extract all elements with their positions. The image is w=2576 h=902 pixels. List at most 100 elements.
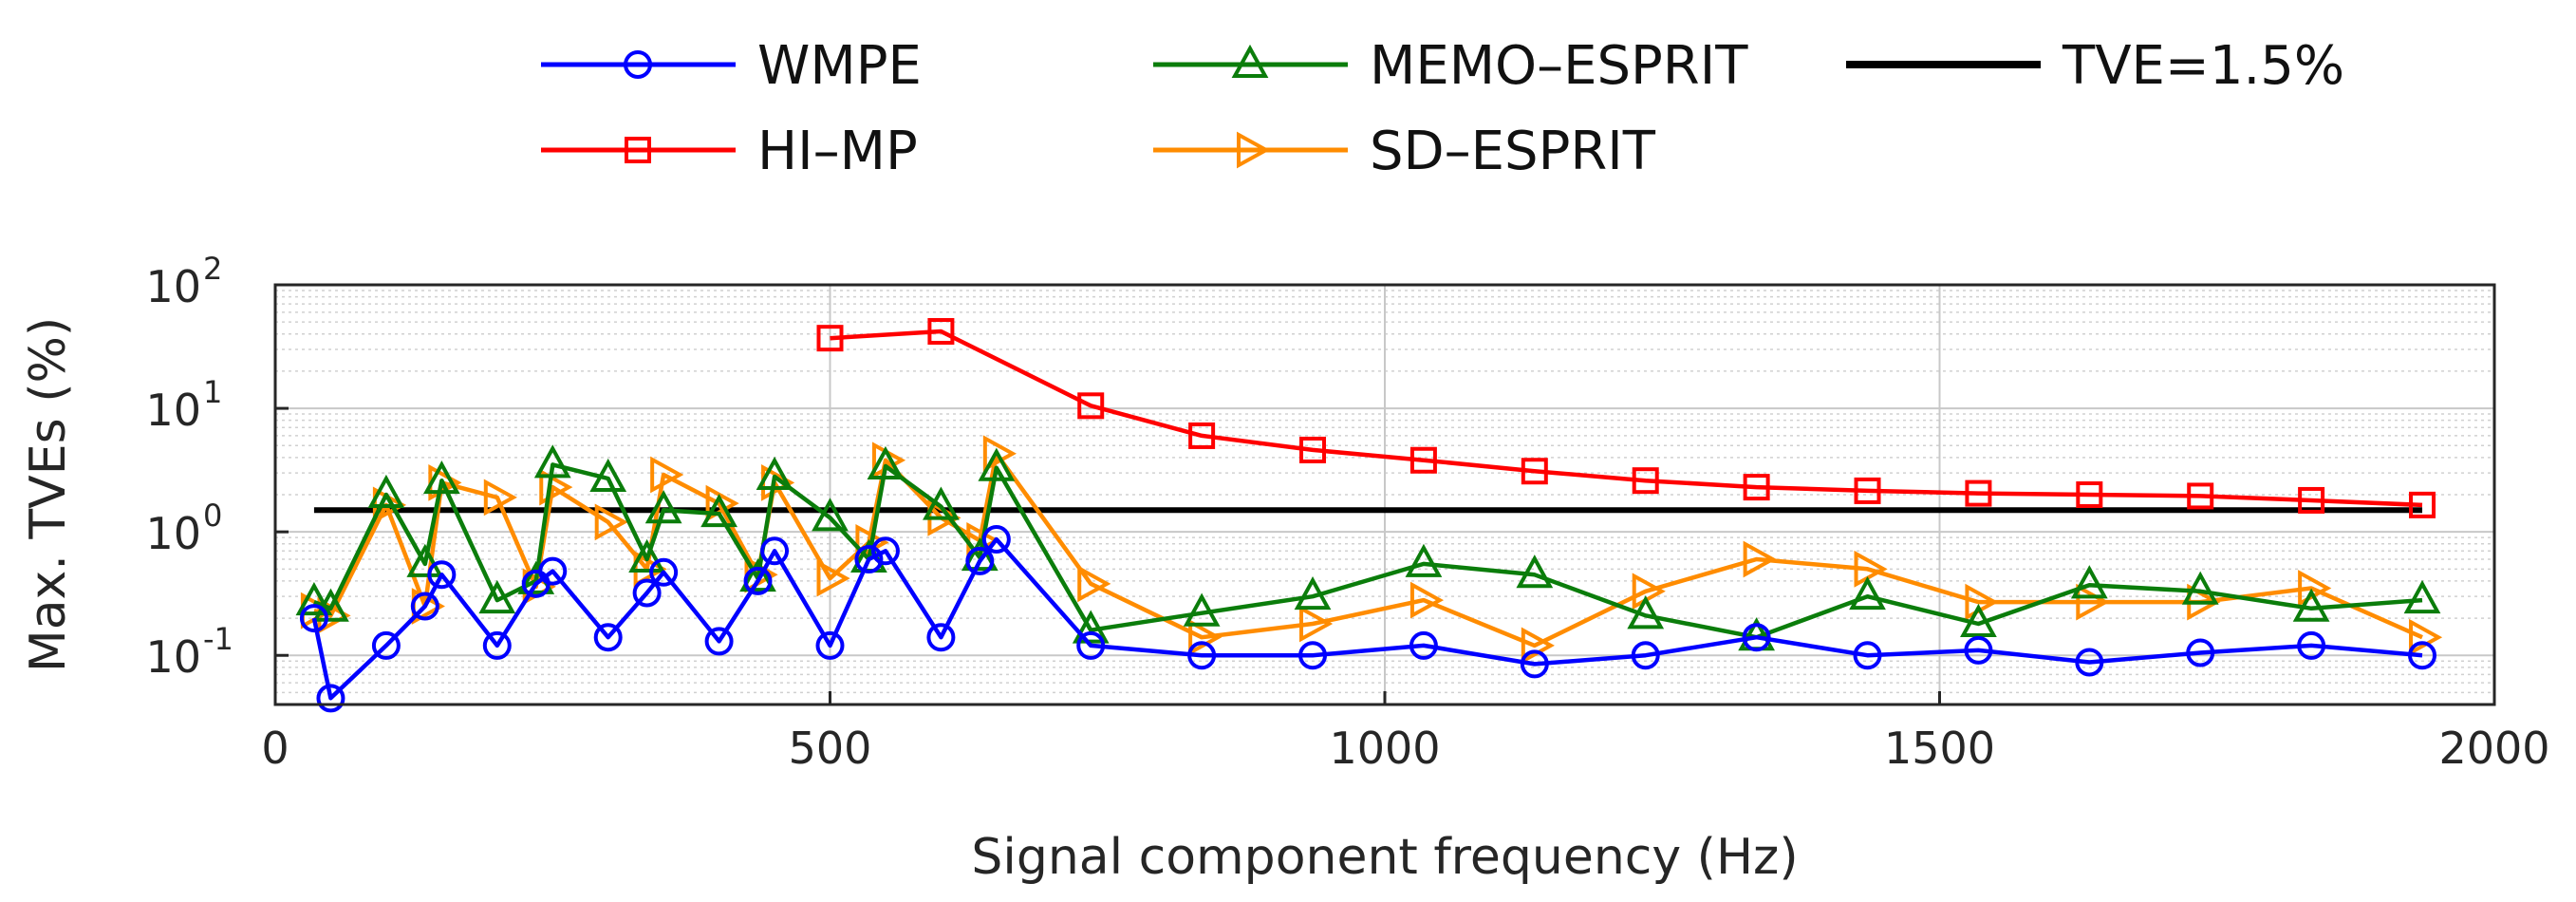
data-point-wmpe — [1409, 630, 1438, 660]
y-tick-label: 10 — [145, 508, 201, 559]
data-point-sd-esprit — [594, 503, 628, 541]
legend-entry-wmpe: WMPE — [541, 35, 922, 97]
data-point-memo-esprit — [295, 581, 333, 616]
data-point-sd-esprit — [982, 435, 1017, 473]
legend-entry-sd-esprit: SD–ESPRIT — [1153, 121, 1656, 182]
data-point-wmpe — [743, 566, 773, 595]
data-point-wmpe — [410, 592, 439, 621]
data-point-memo-esprit — [1960, 603, 1997, 638]
data-point-hi-mp — [2076, 481, 2103, 508]
data-point-memo-esprit — [2181, 571, 2219, 605]
y-tick-exponent: 1 — [203, 374, 222, 410]
data-point-wmpe — [371, 630, 401, 660]
data-point-sd-esprit — [539, 468, 573, 506]
data-point-wmpe — [760, 536, 790, 566]
data-point-sd-esprit — [1632, 573, 1666, 611]
legend-label-tve-1-5-: TVE=1.5% — [2062, 35, 2344, 97]
data-point-memo-esprit — [1183, 592, 1221, 627]
data-point-hi-mp — [1409, 446, 1437, 474]
data-point-memo-esprit — [422, 460, 460, 495]
data-point-sd-esprit — [2076, 583, 2110, 621]
data-point-sd-esprit — [816, 559, 850, 597]
data-point-memo-esprit — [1627, 595, 1665, 630]
data-point-wmpe — [482, 630, 512, 660]
data-point-wmpe — [649, 557, 679, 587]
data-point-memo-esprit — [756, 456, 793, 490]
legend-label-wmpe: WMPE — [757, 35, 922, 97]
legend-entry-memo-esprit: MEMO–ESPRIT — [1153, 35, 1748, 97]
data-point-sd-esprit — [483, 479, 517, 517]
data-point-memo-esprit — [2403, 579, 2441, 614]
data-point-hi-mp — [1299, 436, 1327, 463]
data-point-memo-esprit — [644, 490, 682, 524]
data-point-hi-mp — [1521, 458, 1548, 485]
data-point-memo-esprit — [1294, 576, 1332, 611]
y-tick-exponent: -1 — [203, 621, 233, 657]
data-point-hi-mp — [2409, 491, 2436, 518]
data-point-wmpe — [704, 627, 734, 656]
data-point-hi-mp — [1188, 422, 1216, 449]
data-point-wmpe — [427, 560, 457, 590]
legend-label-sd-esprit: SD–ESPRIT — [1370, 121, 1656, 182]
data-point-memo-esprit — [478, 579, 516, 614]
data-point-memo-esprit — [589, 458, 627, 493]
data-point-memo-esprit — [978, 447, 1016, 481]
data-point-wmpe — [2186, 638, 2215, 667]
data-point-wmpe — [965, 546, 995, 575]
data-point-memo-esprit — [2292, 588, 2330, 622]
y-tick-exponent: 0 — [203, 498, 222, 534]
data-point-hi-mp — [1077, 392, 1105, 420]
data-point-hi-mp — [927, 318, 955, 346]
series-hi-mp — [816, 318, 2436, 518]
data-point-wmpe — [1298, 641, 1328, 670]
data-point-memo-esprit — [923, 486, 960, 520]
y-axis-title: Max. TVEs (%) — [20, 317, 77, 672]
data-point-wmpe — [1076, 630, 1106, 660]
data-point-sd-esprit — [1409, 581, 1445, 619]
data-point-wmpe — [593, 623, 623, 652]
data-point-memo-esprit — [406, 543, 444, 577]
data-point-memo-esprit — [867, 445, 905, 480]
data-point-memo-esprit — [533, 444, 571, 479]
series-line-memo-esprit — [313, 462, 2423, 640]
x-axis-title: Signal component frequency (Hz) — [971, 829, 1798, 886]
data-point-wmpe — [316, 684, 345, 713]
y-tick-label: 10 — [145, 385, 201, 436]
series-memo-esprit — [295, 444, 2441, 651]
data-point-wmpe — [2408, 641, 2437, 670]
data-point-memo-esprit — [961, 537, 999, 572]
x-tick-label: 1500 — [1884, 723, 1995, 774]
data-point-sd-esprit — [1077, 565, 1111, 603]
data-point-wmpe — [1631, 641, 1660, 670]
y-tick-label: 10 — [145, 631, 201, 683]
data-point-wmpe — [1853, 641, 1882, 670]
data-point-wmpe — [2297, 630, 2326, 660]
data-point-wmpe — [815, 630, 845, 660]
data-point-hi-mp — [1632, 467, 1659, 495]
y-tick-exponent: 2 — [203, 251, 222, 287]
data-point-wmpe — [926, 623, 956, 652]
series-line-wmpe — [311, 536, 2423, 701]
series-wmpe — [299, 525, 2437, 713]
legend: WMPE MEMO–ESPRIT TVE=1.5% HI–MP SD–ESPRIT — [541, 35, 2344, 182]
x-tick-label: 500 — [789, 723, 872, 774]
data-point-memo-esprit — [367, 474, 405, 508]
data-point-hi-mp — [1854, 477, 1881, 504]
data-point-sd-esprit — [1854, 550, 1888, 588]
data-point-wmpe — [1964, 635, 1993, 665]
series-layer — [295, 318, 2443, 713]
data-point-memo-esprit — [812, 498, 849, 532]
data-point-memo-esprit — [739, 558, 776, 592]
data-point-hi-mp — [816, 325, 844, 352]
data-point-memo-esprit — [1849, 576, 1886, 611]
data-point-wmpe — [870, 536, 900, 566]
data-point-memo-esprit — [312, 588, 349, 622]
data-point-sd-esprit — [705, 484, 739, 522]
legend-marker-memo-esprit — [1231, 44, 1269, 78]
data-point-wmpe — [854, 545, 884, 574]
data-point-memo-esprit — [2070, 565, 2108, 599]
data-point-hi-mp — [2187, 482, 2214, 510]
data-point-memo-esprit — [1405, 543, 1443, 577]
data-point-wmpe — [981, 525, 1011, 554]
